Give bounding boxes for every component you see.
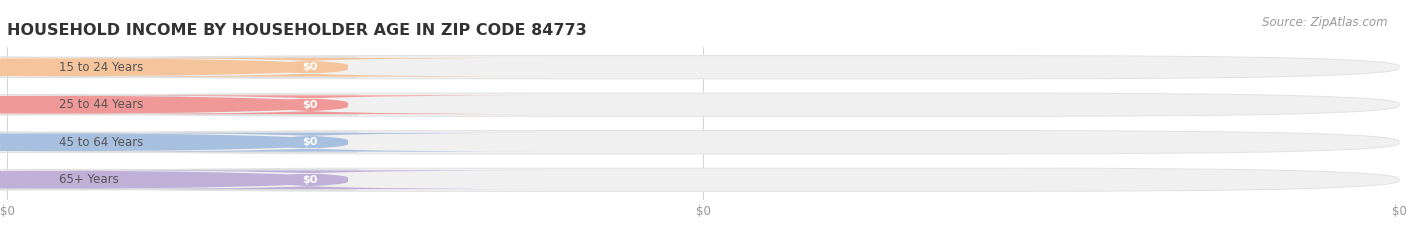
FancyBboxPatch shape bbox=[0, 132, 357, 152]
Circle shape bbox=[0, 96, 343, 113]
Text: 25 to 44 Years: 25 to 44 Years bbox=[59, 98, 143, 111]
Text: Source: ZipAtlas.com: Source: ZipAtlas.com bbox=[1263, 16, 1388, 29]
Text: $0: $0 bbox=[302, 100, 318, 110]
Circle shape bbox=[0, 134, 343, 151]
FancyBboxPatch shape bbox=[7, 168, 1399, 191]
FancyBboxPatch shape bbox=[0, 95, 357, 115]
FancyBboxPatch shape bbox=[70, 133, 550, 152]
FancyBboxPatch shape bbox=[0, 57, 357, 77]
FancyBboxPatch shape bbox=[70, 95, 550, 114]
FancyBboxPatch shape bbox=[70, 170, 550, 189]
Text: $0: $0 bbox=[302, 137, 318, 147]
FancyBboxPatch shape bbox=[7, 131, 1399, 154]
FancyBboxPatch shape bbox=[70, 58, 550, 77]
Circle shape bbox=[0, 59, 343, 75]
Text: 15 to 24 Years: 15 to 24 Years bbox=[59, 61, 143, 74]
Text: HOUSEHOLD INCOME BY HOUSEHOLDER AGE IN ZIP CODE 84773: HOUSEHOLD INCOME BY HOUSEHOLDER AGE IN Z… bbox=[7, 24, 586, 38]
FancyBboxPatch shape bbox=[7, 93, 1399, 116]
Text: $0: $0 bbox=[302, 62, 318, 72]
Text: $0: $0 bbox=[302, 175, 318, 185]
FancyBboxPatch shape bbox=[0, 170, 357, 190]
Text: 65+ Years: 65+ Years bbox=[59, 173, 118, 186]
Circle shape bbox=[0, 171, 343, 188]
Text: 45 to 64 Years: 45 to 64 Years bbox=[59, 136, 143, 149]
FancyBboxPatch shape bbox=[7, 56, 1399, 79]
